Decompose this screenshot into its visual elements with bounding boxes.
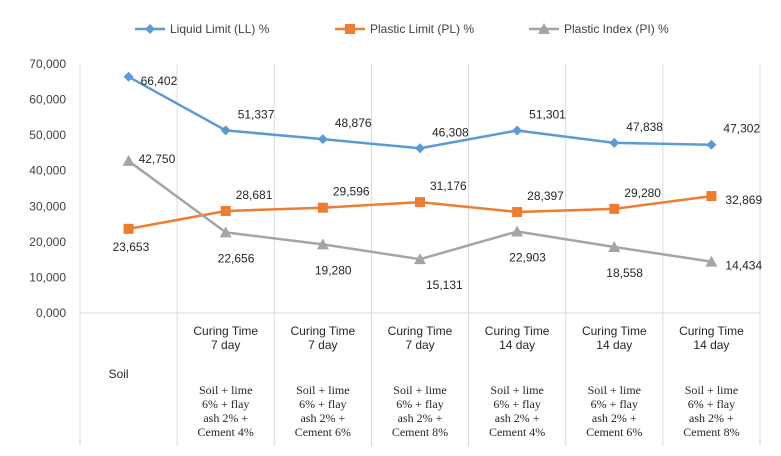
data-label: 29,596 xyxy=(333,185,370,199)
category-label: Curing Time xyxy=(291,324,356,338)
category-label: ash 2% + xyxy=(592,411,637,425)
data-label: 31,176 xyxy=(430,179,467,193)
category-label: Soil xyxy=(109,367,129,381)
series-line xyxy=(127,159,712,263)
data-point xyxy=(316,238,329,250)
data-point xyxy=(512,206,523,217)
data-label: 22,656 xyxy=(218,251,255,265)
category-label: Cement 8% xyxy=(392,425,448,439)
data-label: 47,838 xyxy=(626,120,663,134)
category-label: 6% + flay xyxy=(202,397,249,411)
data-point xyxy=(415,197,425,208)
category-label: ash 2% + xyxy=(398,411,443,425)
data-label: 15,131 xyxy=(426,278,463,292)
data-point xyxy=(317,202,328,213)
y-tick-label: 30,000 xyxy=(29,199,66,213)
category-label: 7 day xyxy=(405,338,434,352)
data-point xyxy=(317,134,328,145)
category-label: Curing Time xyxy=(679,324,744,338)
data-label: 14,434 xyxy=(725,259,762,273)
category-label: 7 day xyxy=(308,338,337,352)
data-point xyxy=(123,223,134,234)
category-label: Cement 4% xyxy=(489,425,545,439)
data-point xyxy=(706,139,717,150)
category-label: 6% + flay xyxy=(396,397,443,411)
data-label: 42,750 xyxy=(139,152,176,166)
data-label: 51,301 xyxy=(529,108,566,122)
category-label: ash 2% + xyxy=(203,411,248,425)
category-label: Soil + lime xyxy=(588,383,641,397)
data-label: 23,653 xyxy=(113,240,150,254)
data-label: 28,397 xyxy=(527,189,564,203)
data-point xyxy=(609,137,620,148)
data-label: 46,308 xyxy=(432,125,469,139)
category-label: 6% + flay xyxy=(688,397,735,411)
data-label: 48,876 xyxy=(335,116,372,130)
category-label: 14 day xyxy=(499,338,535,352)
y-tick-label: 40,000 xyxy=(29,164,66,178)
category-label: Curing Time xyxy=(388,324,453,338)
category-label: 14 day xyxy=(693,338,729,352)
category-label: ash 2% + xyxy=(689,411,734,425)
legend-label: Plastic Index (PI) % xyxy=(564,22,669,36)
data-point xyxy=(123,71,134,82)
data-point xyxy=(706,191,717,202)
category-label: 14 day xyxy=(596,338,632,352)
category-label: 6% + flay xyxy=(591,397,638,411)
legend-marker xyxy=(145,24,155,34)
data-point xyxy=(219,226,232,238)
category-label: 6% + flay xyxy=(493,397,540,411)
data-point xyxy=(608,240,621,252)
legend-label: Liquid Limit (LL) % xyxy=(170,22,270,36)
category-label: Curing Time xyxy=(485,324,550,338)
data-label: 22,903 xyxy=(509,251,546,265)
category-label: Soil + lime xyxy=(685,383,738,397)
y-tick-label: 60,000 xyxy=(29,93,66,107)
y-tick-label: 50,000 xyxy=(29,128,66,142)
category-label: Curing Time xyxy=(582,324,647,338)
data-point xyxy=(512,125,523,136)
legend-marker xyxy=(345,24,355,34)
data-label: 29,280 xyxy=(624,186,661,200)
data-label: 18,558 xyxy=(606,266,643,280)
category-label: Soil + lime xyxy=(393,383,446,397)
data-label: 47,302 xyxy=(723,122,760,136)
data-label: 32,869 xyxy=(725,193,762,207)
category-label: ash 2% + xyxy=(495,411,540,425)
data-label: 66,402 xyxy=(141,74,178,88)
category-label: Soil + lime xyxy=(296,383,349,397)
category-label: Soil + lime xyxy=(199,383,252,397)
data-point xyxy=(415,143,425,154)
y-tick-label: 10,000 xyxy=(29,270,66,284)
category-label: 6% + flay xyxy=(299,397,346,411)
data-point xyxy=(220,125,231,136)
y-tick-label: 20,000 xyxy=(29,235,66,249)
data-point xyxy=(122,154,135,166)
category-label: Cement 6% xyxy=(295,425,351,439)
data-label: 28,681 xyxy=(236,188,273,202)
legend-label: Plastic Limit (PL) % xyxy=(370,22,474,36)
category-label: 7 day xyxy=(211,338,240,352)
category-label: Soil + lime xyxy=(490,383,543,397)
category-label: ash 2% + xyxy=(300,411,345,425)
y-tick-label: 70,000 xyxy=(29,57,66,71)
category-label: Curing Time xyxy=(193,324,258,338)
data-point xyxy=(414,253,426,265)
data-label: 19,280 xyxy=(315,263,352,277)
data-label: 51,337 xyxy=(238,107,275,121)
data-point xyxy=(220,205,231,216)
y-tick-label: 0,000 xyxy=(36,306,66,320)
category-label: Cement 6% xyxy=(586,425,642,439)
data-point xyxy=(511,225,524,237)
series-line xyxy=(127,75,712,150)
legend-marker xyxy=(538,23,550,34)
category-label: Cement 4% xyxy=(198,425,254,439)
data-point xyxy=(705,255,718,267)
data-point xyxy=(609,203,620,214)
category-label: Cement 8% xyxy=(683,425,739,439)
